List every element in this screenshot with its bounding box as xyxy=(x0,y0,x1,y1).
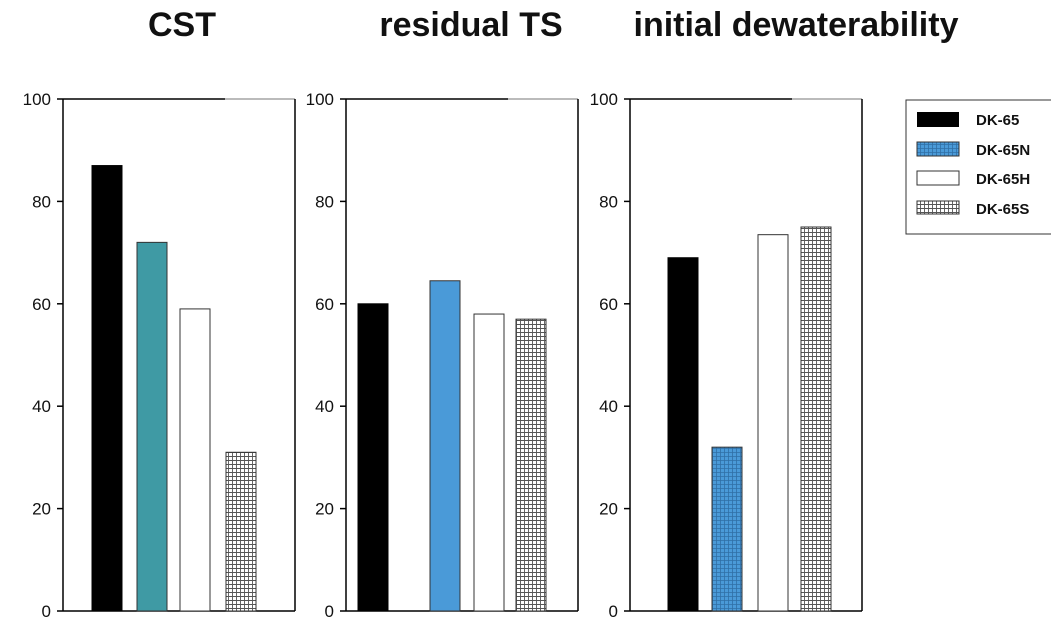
legend-item: DK-65N xyxy=(916,141,1030,159)
bar-group xyxy=(357,280,547,612)
legend-item: DK-65 xyxy=(917,112,1019,129)
legend-label: DK-65 xyxy=(976,112,1019,129)
y-tick-label: 80 xyxy=(599,192,618,211)
legend-swatch-grid xyxy=(916,200,960,215)
y-tick-label: 100 xyxy=(590,90,618,109)
bar-dk-65 xyxy=(357,303,389,612)
bar-dk-65s xyxy=(515,318,547,612)
bar-dk-65n xyxy=(429,280,461,612)
y-axis-ticks: 0 20 40 60 80 100 xyxy=(23,90,63,621)
panel-residual-ts: residual TS 0 20 40 60 80 100 xyxy=(306,6,579,621)
legend-label: DK-65H xyxy=(976,171,1030,188)
legend-item: DK-65H xyxy=(916,170,1030,188)
y-tick-label: 20 xyxy=(599,500,618,519)
y-tick-label: 60 xyxy=(32,295,51,314)
panel-title: CST xyxy=(148,6,216,44)
legend-swatch-black xyxy=(917,112,959,127)
y-tick-label: 80 xyxy=(315,192,334,211)
bar-dk-65 xyxy=(91,165,123,612)
y-tick-label: 40 xyxy=(315,397,334,416)
bar-dk-65s xyxy=(225,451,257,612)
y-axis-ticks: 0 20 40 60 80 100 xyxy=(590,90,630,621)
panel-title: initial dewaterability xyxy=(634,6,959,44)
legend: DK-65 DK-65N DK-65H DK-65S xyxy=(905,99,1051,235)
bar-dk-65h xyxy=(179,308,211,612)
bar-dk-65n xyxy=(711,446,743,612)
legend-swatch-white xyxy=(916,170,960,186)
bar-dk-65 xyxy=(667,257,699,612)
panel-title: residual TS xyxy=(379,6,562,44)
y-tick-label: 0 xyxy=(42,602,51,621)
bar-dk-65h xyxy=(757,234,789,612)
bar-dk-65s xyxy=(800,226,832,612)
y-tick-label: 100 xyxy=(306,90,334,109)
legend-label: DK-65S xyxy=(976,201,1029,218)
y-tick-label: 0 xyxy=(325,602,334,621)
y-tick-label: 80 xyxy=(32,192,51,211)
y-axis-ticks: 0 20 40 60 80 100 xyxy=(306,90,346,621)
y-tick-label: 60 xyxy=(599,295,618,314)
y-tick-label: 100 xyxy=(23,90,51,109)
y-tick-label: 0 xyxy=(609,602,618,621)
panel-cst: CST 0 20 40 60 80 100 xyxy=(23,6,296,621)
bar-dk-65h xyxy=(473,313,505,612)
legend-item: DK-65S xyxy=(916,200,1029,218)
y-tick-label: 60 xyxy=(315,295,334,314)
bar-dk-65n xyxy=(136,241,168,612)
bar-group xyxy=(91,165,257,612)
legend-swatch-blue xyxy=(916,141,960,157)
legend-label: DK-65N xyxy=(976,142,1030,159)
y-tick-label: 40 xyxy=(32,397,51,416)
y-tick-label: 40 xyxy=(599,397,618,416)
y-tick-label: 20 xyxy=(315,500,334,519)
panel-initial-dewaterability: initial dewaterability 0 20 40 60 80 100 xyxy=(590,6,959,621)
bar-group xyxy=(667,226,832,612)
y-tick-label: 20 xyxy=(32,500,51,519)
